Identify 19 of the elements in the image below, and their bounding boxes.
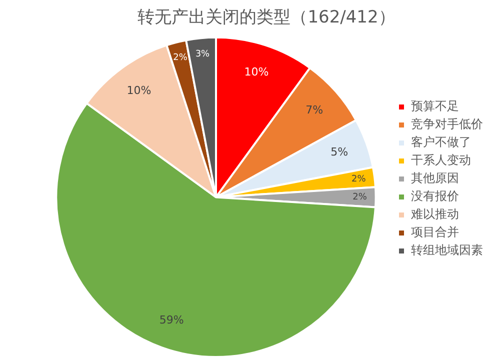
legend-label: 难以推动 [410, 207, 459, 222]
data-label: 10% [244, 65, 269, 78]
legend-label: 客户不做了 [411, 135, 471, 150]
legend-label: 项目合并 [411, 225, 459, 240]
legend-label: 没有报价 [411, 189, 459, 204]
data-label: 59% [159, 313, 184, 326]
data-label: 2% [352, 192, 368, 203]
legend-label: 预算不足 [411, 99, 459, 114]
data-label: 2% [173, 53, 188, 64]
chart-title: 转无产出关闭的类型（162/412） [138, 8, 396, 28]
legend-label: 竞争对手低价 [411, 117, 483, 132]
data-label: 10% [126, 84, 152, 98]
legend-label: 干系人变动 [411, 153, 471, 168]
data-label: 5% [330, 146, 348, 159]
legend-label: 转组地域因素 [411, 243, 483, 258]
data-label: 3% [195, 49, 210, 60]
data-label: 2% [352, 174, 366, 185]
data-label: 7% [306, 103, 324, 116]
legend-label: 其他原因 [411, 171, 459, 186]
